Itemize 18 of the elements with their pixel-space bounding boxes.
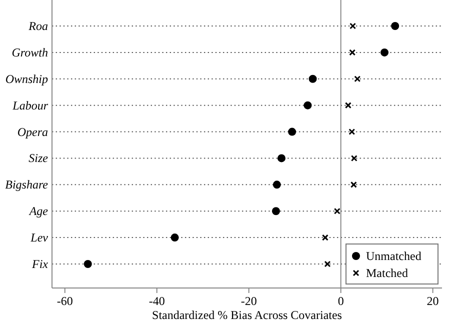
y-tick-label: Bigshare (5, 178, 49, 192)
legend-label: Matched (366, 266, 408, 280)
y-tick-label: Age (28, 204, 49, 218)
x-tick-label: 20 (426, 294, 439, 308)
y-tick-label: Lev (30, 230, 49, 245)
y-tick-label: Ownship (5, 72, 48, 86)
x-tick-label: -60 (56, 294, 73, 308)
y-tick-label: Growth (12, 45, 48, 60)
y-tick-label: Fix (31, 257, 49, 271)
y-tick-label: Size (28, 151, 49, 166)
x-tick-label: 0 (338, 294, 344, 308)
x-tick-label: -40 (148, 294, 165, 308)
legend-label: Unmatched (366, 249, 422, 263)
y-tick-label: Roa (28, 19, 48, 33)
x-tick-label: -20 (240, 294, 257, 308)
y-tick-label: Labour (12, 98, 48, 112)
y-tick-label: Opera (17, 124, 48, 139)
x-axis-title: Standardized % Bias Across Covariates (152, 308, 342, 322)
